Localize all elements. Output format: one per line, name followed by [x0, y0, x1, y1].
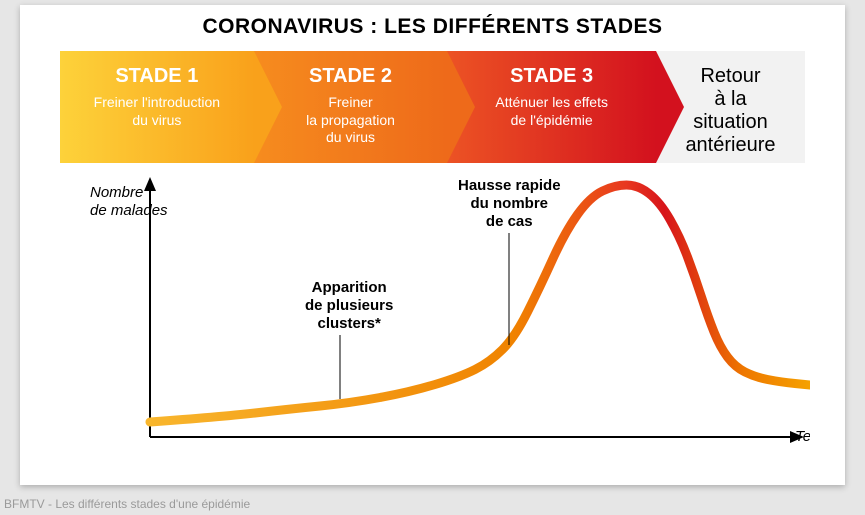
- chevron-right-icon: [254, 51, 282, 163]
- stage-subtitle: Atténuer les effetsde l'épidémie: [457, 94, 646, 129]
- stage-subtitle: Freinerla propagationdu virus: [264, 94, 438, 147]
- source-caption: BFMTV - Les différents stades d'une épid…: [4, 497, 250, 511]
- annotation-1: Apparitionde plusieursclusters*: [305, 279, 393, 333]
- infographic-frame: CORONAVIRUS : LES DIFFÉRENTS STADES STAD…: [20, 5, 845, 485]
- chevron-right-icon: [656, 51, 684, 163]
- stage-bar: STADE 1Freiner l'introductiondu virusSTA…: [60, 51, 805, 163]
- main-title: CORONAVIRUS : LES DIFFÉRENTS STADES: [20, 15, 845, 39]
- stage-3: STADE 3 Atténuer les effetsde l'épidémie: [447, 51, 656, 163]
- chevron-right-icon: [447, 51, 475, 163]
- chart-svg: Nombrede malades Temps: [90, 177, 810, 447]
- x-axis-label: Temps: [795, 428, 810, 445]
- stage-title: STADE 2: [264, 65, 438, 88]
- stage-title: Retourà lasituationantérieure: [666, 65, 795, 157]
- annotation-2: Hausse rapidedu nombrede cas: [458, 177, 561, 231]
- chart-area: Nombrede malades Temps Apparitionde plusi…: [90, 177, 810, 447]
- y-axis-label: Nombrede malades: [90, 184, 168, 219]
- stage-1: STADE 1 Freiner l'introductiondu virus: [60, 51, 254, 163]
- stage-subtitle: Freiner l'introductiondu virus: [70, 94, 244, 129]
- stage-title: STADE 3: [457, 65, 646, 88]
- stage-2: STADE 2 Freinerla propagationdu virus: [254, 51, 448, 163]
- stage-title: STADE 1: [70, 65, 244, 88]
